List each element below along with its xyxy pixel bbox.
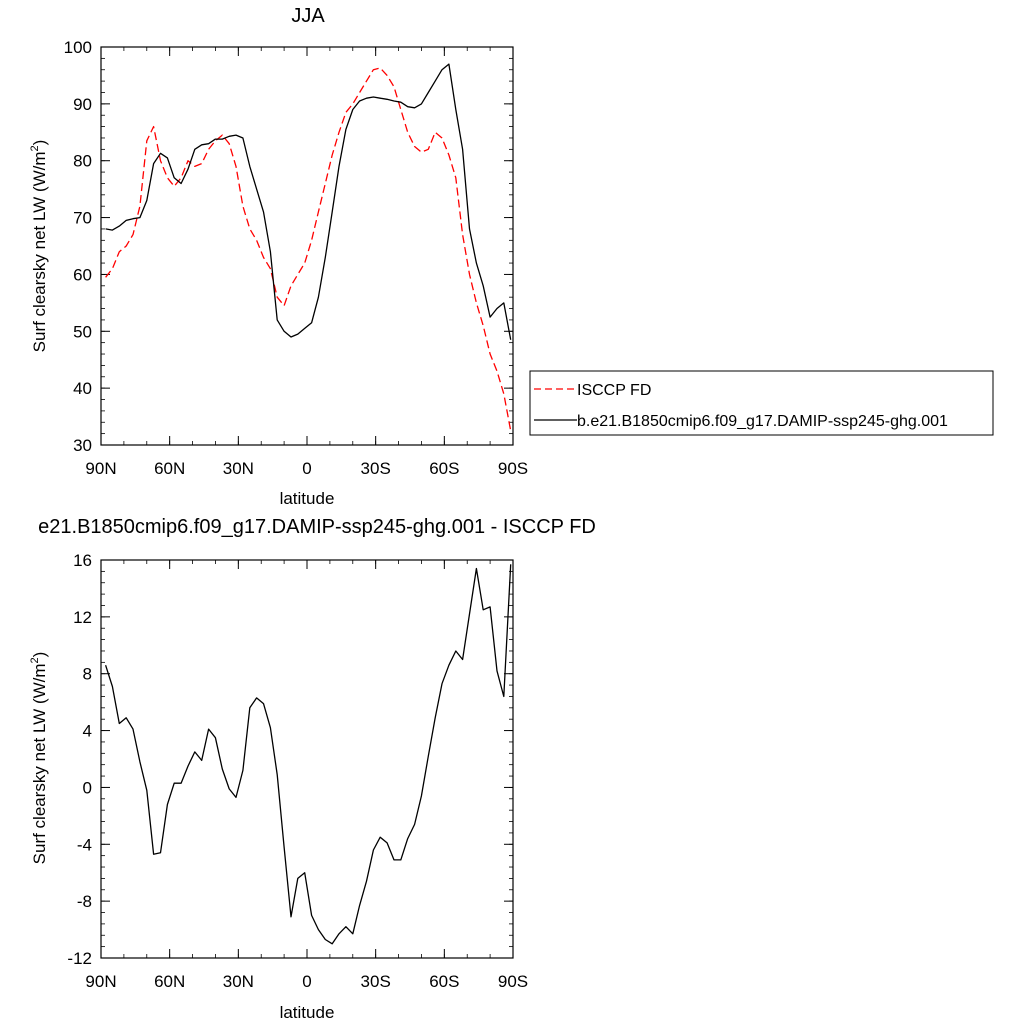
bottom-y-tick-label: 4: [83, 722, 92, 741]
top-chart-xlabel: latitude: [280, 489, 335, 508]
top-chart-ylabel-sup: 2: [29, 145, 41, 151]
top-y-tick-label: 30: [73, 436, 92, 455]
top-chart-ylabel-end: ): [30, 140, 49, 146]
bottom-y-tick-label: 8: [83, 665, 92, 684]
top-y-tick-label: 80: [73, 152, 92, 171]
bottom-chart-xlabel: latitude: [280, 1003, 335, 1022]
top-y-tick-label: 40: [73, 379, 92, 398]
bottom-chart-frame: [100, 559, 514, 959]
top-x-tick-label: 90N: [85, 459, 116, 478]
legend-label-model: b.e21.B1850cmip6.f09_g17.DAMIP-ssp245-gh…: [577, 413, 948, 430]
top-x-tick-label: 60S: [429, 459, 459, 478]
bottom-y-tick-label: 16: [73, 551, 92, 570]
bottom-x-tick-label: 90S: [498, 972, 528, 991]
top-x-tick-label: 90S: [498, 459, 528, 478]
top-x-tick-label: 60N: [154, 459, 185, 478]
legend-label-isccp: ISCCP FD: [577, 382, 651, 399]
bottom-x-tick-label: 60S: [429, 972, 459, 991]
bottom-x-tick-label: 0: [302, 972, 311, 991]
bottom-x-tick-label: 30S: [361, 972, 391, 991]
bottom-chart-ticks: [100, 559, 514, 959]
bottom-chart-ylabel-end: ): [30, 652, 49, 658]
bottom-chart: e21.B1850cmip6.f09_g17.DAMIP-ssp245-ghg.…: [29, 516, 596, 1022]
bottom-series-line-0: [104, 564, 512, 945]
top-chart-y-tick-labels: 30 40 50 60 70 80 90 100: [64, 38, 92, 455]
bottom-x-tick-label: 90N: [85, 972, 116, 991]
top-y-tick-label: 60: [73, 265, 92, 284]
top-y-tick-label: 100: [64, 38, 92, 57]
top-chart-ticks: [100, 46, 514, 446]
bottom-chart-y-tick-labels: -12 -8 -4 0 4 8 12 16: [67, 551, 92, 968]
top-y-tick-label: 90: [73, 95, 92, 114]
top-y-tick-label: 50: [73, 322, 92, 341]
bottom-chart-series: [104, 564, 512, 945]
legend-box: [529, 370, 994, 436]
bottom-y-tick-label: -4: [77, 835, 92, 854]
legend: ISCCP FD b.e21.B1850cmip6.f09_g17.DAMIP-…: [529, 370, 994, 436]
bottom-chart-ylabel-base: Surf clearsky net LW (W/m: [30, 663, 49, 864]
bottom-chart-title: e21.B1850cmip6.f09_g17.DAMIP-ssp245-ghg.…: [38, 516, 596, 538]
top-chart-ylabel-base: Surf clearsky net LW (W/m: [30, 151, 49, 352]
top-series-line-1: [105, 63, 512, 340]
bottom-x-tick-label: 30N: [223, 972, 254, 991]
top-chart-x-tick-labels: 90N 60N 30N 0 30S 60S 90S: [85, 459, 528, 478]
bottom-x-tick-label: 60N: [154, 972, 185, 991]
top-x-tick-label: 30S: [361, 459, 391, 478]
top-chart-frame: [100, 46, 514, 446]
top-y-tick-label: 70: [73, 209, 92, 228]
top-chart-title: JJA: [291, 5, 325, 27]
bottom-y-tick-label: 12: [73, 608, 92, 627]
top-x-tick-label: 0: [302, 459, 311, 478]
top-chart-series: [105, 63, 512, 431]
bottom-chart-x-tick-labels: 90N 60N 30N 0 30S 60S 90S: [85, 972, 528, 991]
top-series-line-0: [105, 67, 512, 431]
top-x-tick-label: 30N: [223, 459, 254, 478]
bottom-y-tick-label: -8: [77, 892, 92, 911]
bottom-y-tick-label: -12: [67, 949, 92, 968]
top-chart-ylabel: Surf clearsky net LW (W/m2): [29, 140, 49, 353]
bottom-y-tick-label: 0: [83, 778, 92, 797]
bottom-chart-ylabel: Surf clearsky net LW (W/m2): [29, 652, 49, 865]
bottom-chart-ylabel-sup: 2: [29, 657, 41, 663]
